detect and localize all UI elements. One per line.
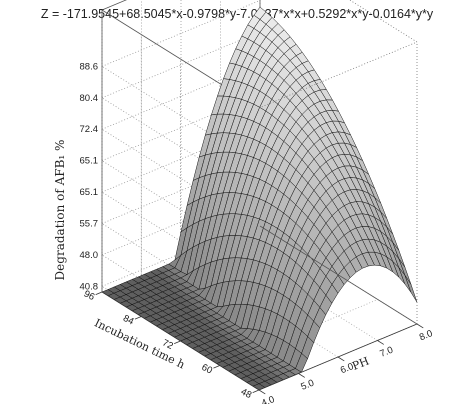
x-tick-label: 7.0 [378, 345, 394, 360]
z-tick-label: 48.0 [80, 250, 99, 261]
box-edge [348, 0, 418, 43]
y-tick-label: 84 [121, 313, 135, 328]
x-tick [298, 373, 305, 378]
z-tick-label: 65.1 [80, 187, 99, 198]
y-tick-label: 60 [200, 362, 214, 377]
grid-line [220, 242, 378, 341]
x-tick-label: 5.0 [299, 378, 315, 393]
x-tick-label: 4.0 [260, 394, 276, 404]
chart-title: Z = -171.9545+68.5045*x-0.9798*y-7.0337*… [41, 7, 434, 21]
x-tick [416, 323, 424, 329]
y-tick-label: 96 [82, 288, 96, 303]
z-tick-label: 40.8 [80, 281, 99, 292]
box-edge [259, 225, 418, 325]
surface-patch [404, 275, 418, 303]
x-tick-label: 6.0 [339, 361, 355, 376]
z-tick-label: 80.4 [80, 93, 99, 104]
y-tick-label: 48 [239, 386, 253, 401]
z-tick-label: 72.4 [80, 124, 99, 135]
x-tick [377, 340, 384, 345]
z-axis-label: Degradation of AFB₁ % [53, 140, 67, 281]
z-tick-label: 55.7 [80, 219, 99, 230]
z-tick-label: 88.6 [80, 61, 99, 72]
x-tick-label: 8.0 [418, 328, 434, 343]
y-tick [174, 340, 181, 345]
y-tick-label: 72 [160, 337, 174, 352]
y-tick [213, 365, 220, 369]
surface-plot [101, 6, 418, 391]
y-tick [134, 316, 142, 320]
x-tick [258, 389, 266, 395]
x-tick [337, 356, 345, 362]
z-tick-label: 65.1 [80, 156, 99, 167]
y-tick [252, 389, 260, 394]
x-axis-label: PH [350, 355, 371, 373]
y-tick [95, 291, 103, 296]
